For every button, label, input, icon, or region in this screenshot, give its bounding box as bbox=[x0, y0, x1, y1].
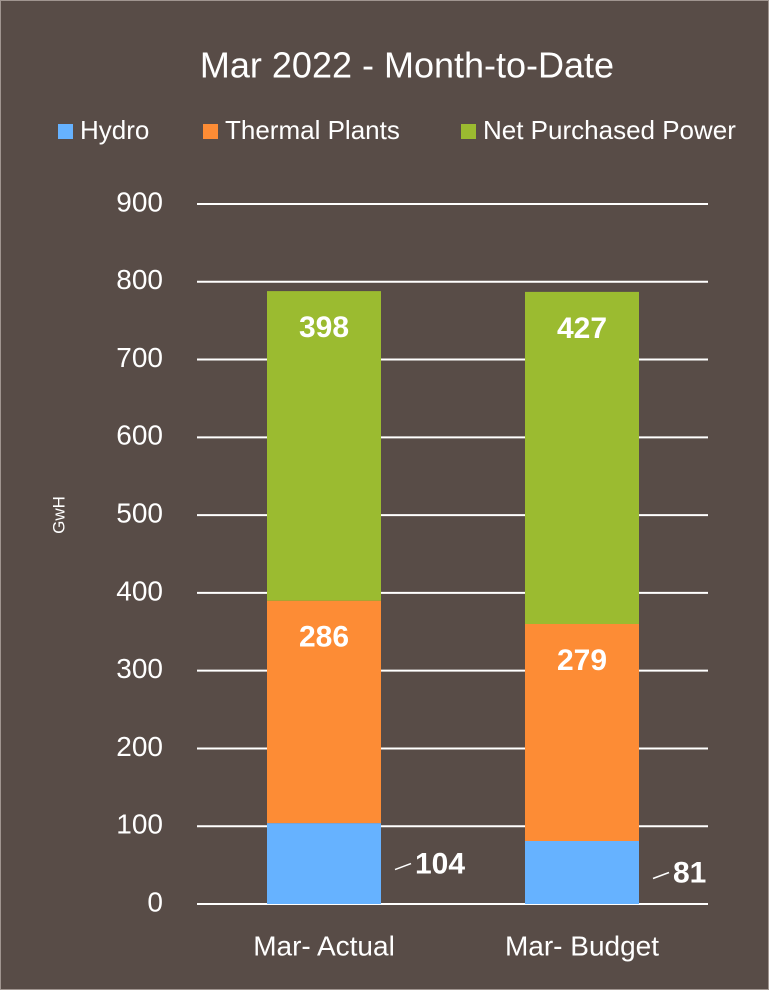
chart-title: Mar 2022 - Month-to-Date bbox=[200, 45, 614, 86]
bar-segment bbox=[267, 823, 381, 904]
y-tick-label: 400 bbox=[116, 575, 163, 606]
y-tick-label: 500 bbox=[116, 498, 163, 529]
legend-swatch bbox=[58, 124, 73, 139]
x-tick-label: Mar- Actual bbox=[253, 930, 395, 961]
bar-segment bbox=[525, 841, 639, 904]
data-label: 286 bbox=[299, 621, 349, 654]
data-label: 81 bbox=[673, 856, 706, 889]
legend-label: Thermal Plants bbox=[225, 115, 400, 145]
y-tick-label: 600 bbox=[116, 420, 163, 451]
x-tick-label: Mar- Budget bbox=[505, 930, 659, 961]
data-label: 398 bbox=[299, 311, 349, 344]
legend-label: Net Purchased Power bbox=[483, 115, 736, 145]
y-tick-label: 900 bbox=[116, 186, 163, 217]
y-tick-label: 700 bbox=[116, 342, 163, 373]
data-label: 104 bbox=[415, 847, 465, 880]
leader-line bbox=[652, 871, 670, 880]
data-label: 427 bbox=[557, 312, 607, 345]
legend-swatch bbox=[461, 124, 476, 139]
legend-swatch bbox=[203, 124, 218, 139]
data-label: 279 bbox=[557, 644, 607, 677]
y-axis-label: GwH bbox=[49, 496, 68, 534]
y-tick-label: 800 bbox=[116, 264, 163, 295]
y-tick-label: 100 bbox=[116, 809, 163, 840]
y-tick-label: 0 bbox=[147, 886, 163, 917]
legend-label: Hydro bbox=[80, 115, 149, 145]
y-tick-label: 300 bbox=[116, 653, 163, 684]
bar-segment bbox=[525, 291, 639, 624]
leader-line bbox=[394, 862, 412, 871]
bar-segment bbox=[267, 291, 381, 601]
bar-segment bbox=[267, 600, 381, 824]
bar-segment bbox=[525, 624, 639, 841]
y-tick-label: 200 bbox=[116, 731, 163, 762]
